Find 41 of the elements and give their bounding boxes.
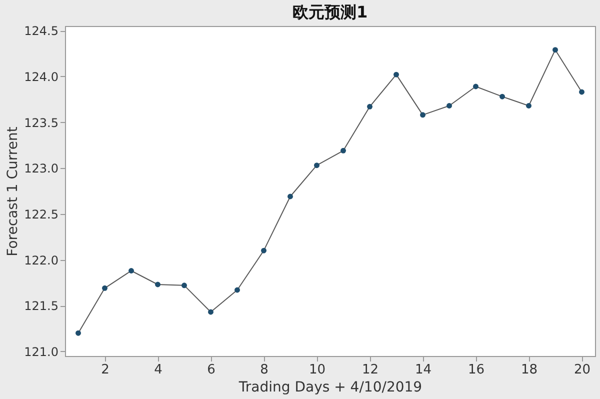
x-tick-label: 20 — [574, 362, 591, 378]
point — [340, 148, 346, 154]
point — [128, 268, 134, 274]
point — [473, 84, 478, 90]
point — [579, 89, 584, 95]
point — [155, 282, 160, 288]
y-axis-title: Forecast 1 Current — [5, 126, 22, 256]
y-tick-label: 123.0 — [24, 162, 58, 176]
x-tick-label: 4 — [154, 362, 162, 378]
point — [234, 287, 240, 293]
point — [367, 104, 372, 110]
point — [288, 194, 293, 200]
point — [182, 282, 187, 288]
x-tick-label: 6 — [207, 362, 216, 378]
point — [261, 248, 266, 254]
point — [76, 330, 81, 336]
point — [526, 103, 532, 108]
y-tick-label: 124.5 — [24, 24, 58, 38]
x-tick-label: 2 — [101, 362, 110, 378]
y-tick-label: 121.5 — [24, 299, 58, 314]
x-axis-title: Trading Days + 4/10/2019 — [238, 380, 422, 396]
point — [500, 94, 505, 100]
point — [314, 162, 320, 168]
y-tick-label: 121.0 — [24, 344, 58, 359]
chart-title: 欧元预测1 — [292, 2, 368, 22]
x-tick-label: 16 — [468, 362, 485, 378]
y-tick-label: 124.0 — [24, 70, 58, 84]
y-tick-label: 122.0 — [24, 253, 58, 268]
y-tick-label: 123.5 — [24, 116, 58, 130]
x-tick-label: 12 — [362, 362, 379, 378]
x-tick-label: 18 — [520, 362, 538, 378]
point — [394, 72, 399, 78]
point — [552, 47, 558, 53]
x-tick-label: 14 — [414, 362, 432, 378]
x-tick-label: 10 — [308, 362, 326, 378]
point — [446, 103, 452, 108]
y-tick-label: 122.5 — [24, 207, 58, 222]
point — [208, 309, 214, 315]
point — [420, 112, 426, 118]
point — [102, 285, 108, 291]
x-tick-label: 8 — [260, 362, 268, 378]
